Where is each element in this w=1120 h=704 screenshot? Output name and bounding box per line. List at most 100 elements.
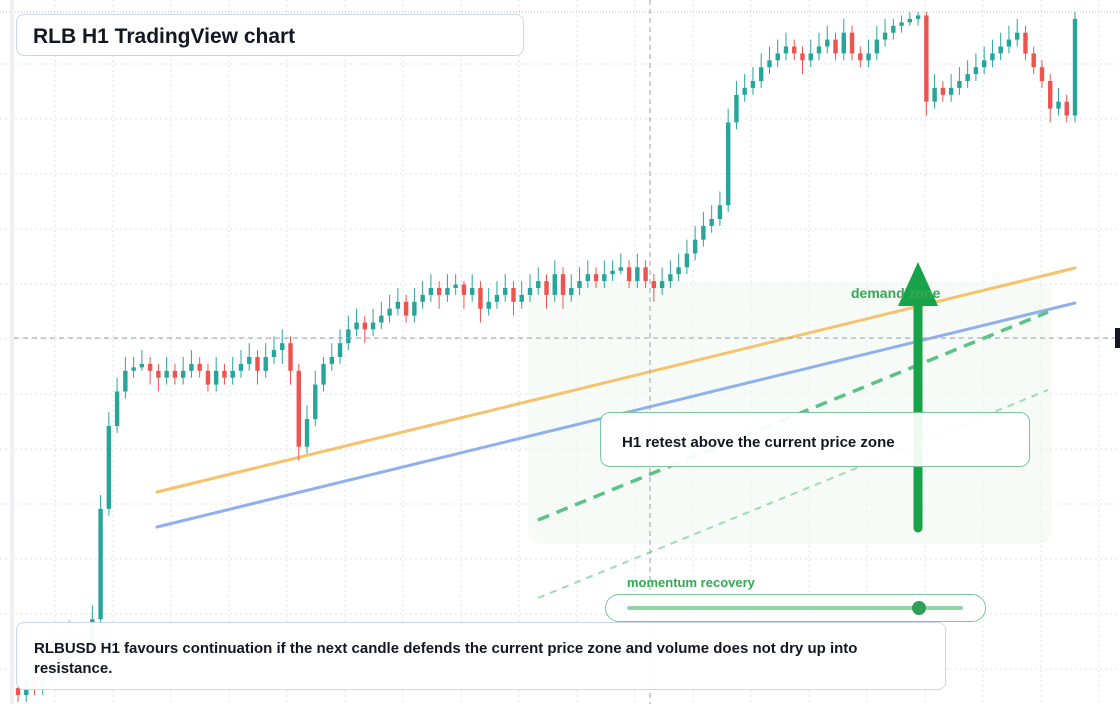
candle-body <box>238 363 244 371</box>
candle-body <box>469 288 475 295</box>
candle-body <box>123 370 128 392</box>
chart-title: RLB H1 TradingView chart <box>33 25 296 48</box>
candle <box>643 260 648 288</box>
candle-body <box>676 267 681 275</box>
candle <box>577 267 582 295</box>
candle-body <box>197 363 202 371</box>
price-axis-marker <box>1115 328 1120 348</box>
candle-body <box>131 367 136 371</box>
candle-body <box>990 53 995 61</box>
analysis-note: RLBUSD H1 favours continuation if the ne… <box>34 640 858 677</box>
candle-body <box>849 32 855 54</box>
candle-body <box>899 22 904 26</box>
candle <box>932 74 937 109</box>
candle-body <box>337 343 343 357</box>
candle-body <box>585 274 590 282</box>
candle-body <box>841 32 846 54</box>
candles <box>15 12 1078 702</box>
candle <box>1056 87 1061 116</box>
candle-body <box>709 219 714 226</box>
candle-body <box>783 46 789 54</box>
candle <box>527 274 533 302</box>
candle <box>428 274 434 302</box>
candle-body <box>833 39 838 54</box>
candle <box>825 25 830 54</box>
candle-body <box>230 370 235 378</box>
candle <box>247 343 252 371</box>
candle-body <box>1039 67 1045 81</box>
candle-body <box>519 294 524 302</box>
candle <box>511 281 516 316</box>
candle <box>354 308 359 337</box>
candle-body <box>626 267 632 282</box>
title-panel: RLB H1 TradingView chart <box>16 14 524 56</box>
candle-body <box>247 357 252 364</box>
candle-body <box>106 426 112 509</box>
momentum-slider[interactable] <box>605 594 986 622</box>
candle <box>709 205 714 233</box>
candle-body <box>172 370 178 378</box>
candle-body <box>379 315 384 323</box>
candle <box>610 260 615 282</box>
candle-body <box>527 288 533 295</box>
candle <box>321 357 326 392</box>
candle-body <box>998 46 1003 54</box>
candle <box>370 308 376 337</box>
candle <box>800 46 805 75</box>
candle-body <box>750 81 756 88</box>
candle-body <box>932 87 937 102</box>
candle <box>635 253 640 288</box>
candle <box>288 336 293 385</box>
up-arrow-head <box>898 262 938 306</box>
candle <box>123 357 128 399</box>
candle <box>998 32 1003 61</box>
candle <box>973 53 979 81</box>
candle-body <box>759 67 764 81</box>
candle <box>593 267 599 288</box>
candle <box>255 350 260 385</box>
candle-body <box>1031 53 1036 68</box>
candle <box>560 267 566 309</box>
candle-body <box>552 274 557 295</box>
candle-body <box>205 370 211 385</box>
candle-body <box>1056 101 1061 109</box>
candle <box>403 294 409 323</box>
candle-body <box>445 288 450 295</box>
candle <box>651 274 657 302</box>
candle-body <box>725 122 731 206</box>
candle-body <box>948 87 954 95</box>
candle <box>313 370 318 426</box>
candle-body <box>255 357 260 371</box>
candle <box>445 274 450 302</box>
momentum-slider-knob[interactable] <box>912 601 927 615</box>
candle <box>329 343 334 371</box>
candle-body <box>775 53 780 61</box>
candle <box>1031 46 1036 75</box>
candle <box>114 377 120 433</box>
candle <box>98 495 103 627</box>
candle-body <box>403 301 409 316</box>
candle <box>602 260 607 288</box>
candle-body <box>742 87 747 95</box>
candle-body <box>156 370 161 378</box>
candle <box>833 32 838 61</box>
candle <box>1023 25 1028 61</box>
candle <box>544 274 549 309</box>
candle <box>626 260 632 288</box>
candle-body <box>494 294 500 302</box>
candle-body <box>428 288 434 295</box>
candle-body <box>659 281 665 288</box>
candle <box>816 32 822 61</box>
candle-body <box>701 225 706 240</box>
candle-body <box>560 274 566 295</box>
left-edge-bar <box>10 0 14 704</box>
candle <box>197 357 202 378</box>
candle <box>420 281 425 309</box>
candle-body <box>792 46 797 54</box>
candle-body <box>15 688 21 696</box>
candle <box>156 363 161 392</box>
candle <box>238 350 244 378</box>
candle-body <box>147 363 153 371</box>
candle <box>486 288 491 316</box>
candle-body <box>569 288 574 295</box>
